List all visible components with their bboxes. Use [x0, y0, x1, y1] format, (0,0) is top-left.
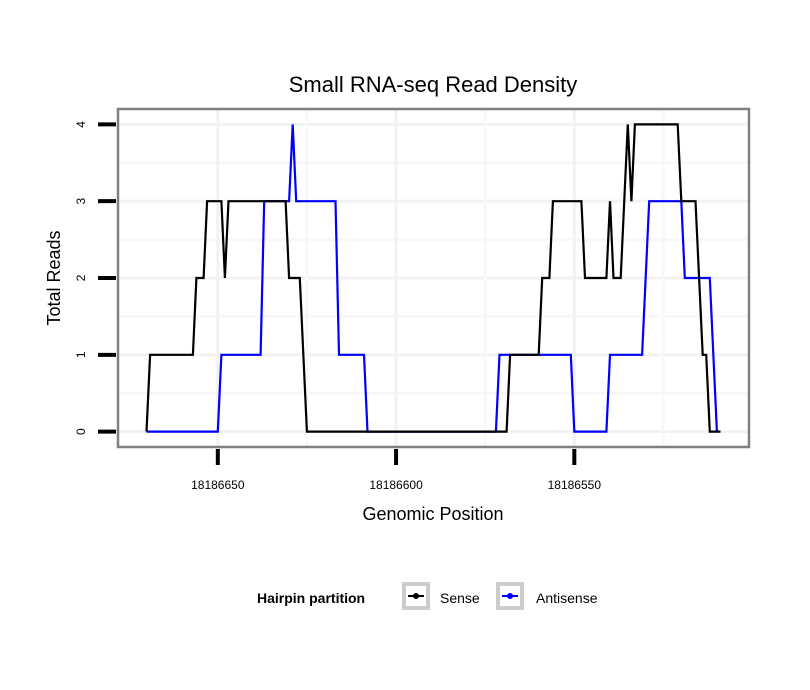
- legend-title: Hairpin partition: [257, 590, 366, 606]
- chart-title: Small RNA-seq Read Density: [289, 72, 578, 97]
- y-tick-label: 0: [74, 428, 88, 435]
- x-tick-label: 18186650: [191, 478, 245, 492]
- legend-label-antisense: Antisense: [536, 590, 598, 606]
- y-tick-label: 2: [74, 274, 88, 281]
- legend-point-antisense: [507, 593, 513, 599]
- y-tick-label: 1: [74, 351, 88, 358]
- series-line-sense: [145, 123, 721, 433]
- legend-key-sense: [402, 582, 430, 610]
- x-tick-label: 18186600: [369, 478, 423, 492]
- legend-key-antisense: [496, 582, 524, 610]
- x-axis: 18186650 18186600 18186550: [191, 449, 601, 492]
- legend: Hairpin partition Sense Antisense: [0, 578, 810, 618]
- y-tick-label: 4: [74, 121, 88, 128]
- legend-point-sense: [413, 593, 419, 599]
- x-axis-title: Genomic Position: [362, 504, 503, 524]
- y-axis: 0 1 2 3 4: [74, 121, 116, 435]
- y-tick-label: 3: [74, 198, 88, 205]
- series-layer: [145, 123, 721, 433]
- y-axis-title: Total Reads: [44, 230, 64, 325]
- plot-panel: [116, 107, 751, 449]
- x-tick-label: 18186550: [548, 478, 602, 492]
- panel-border: [116, 107, 751, 449]
- legend-label-sense: Sense: [440, 590, 480, 606]
